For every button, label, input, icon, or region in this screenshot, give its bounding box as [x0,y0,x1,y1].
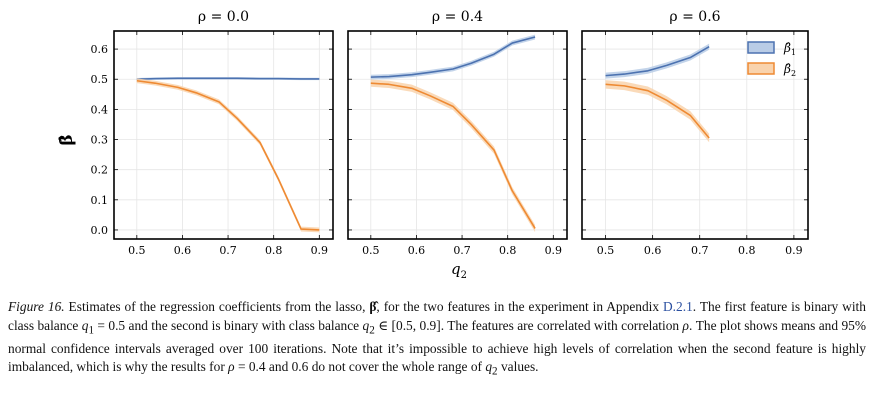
x-tick-label: 0.7 [453,244,471,257]
panel-title: ρ = 0.6 [669,9,720,25]
y-tick-label: 0.5 [91,73,109,86]
x-tick-label: 0.8 [265,244,283,257]
ci-band-beta2 [370,79,536,233]
y-tick-label: 0.6 [91,43,109,56]
ci-band-beta2 [605,80,710,143]
series-line-beta1 [605,45,710,77]
panel-title: ρ = 0.0 [198,9,249,25]
panel-title: ρ = 0.4 [432,9,483,25]
legend-label-beta1: β̂1 [783,41,796,57]
x-tick-label: 0.9 [311,244,329,257]
x-axis-label: q2 [451,260,467,281]
y-axis-label: β̂ [57,134,77,145]
panel-2: 0.5 0.6 0.7 0.8 0.9 ρ = 0.4 [347,9,568,257]
y-tick-label: 0.1 [91,194,109,207]
y-tick-label: 0.3 [91,134,109,147]
legend-swatch-beta2 [747,62,775,75]
y-tick-label: 0.0 [91,224,109,237]
y-tick-label: 0.2 [91,164,109,177]
panel-3: 0.5 0.6 0.7 0.8 0.9 ρ = 0.6 [581,9,809,257]
x-tick-label: 0.5 [128,244,146,257]
x-tick-label: 0.7 [691,244,709,257]
x-tick-label: 0.7 [219,244,237,257]
x-tick-label: 0.9 [545,244,563,257]
series-line-beta2 [136,79,320,231]
x-tick-label: 0.5 [597,244,615,257]
series-line-beta1 [370,36,536,78]
figure-caption: Figure 16. Estimates of the regression c… [8,299,867,379]
y-tick-label: 0.4 [91,103,109,116]
x-tick-label: 0.9 [785,244,803,257]
series-line-beta1 [136,77,320,81]
panel-frame [113,30,334,240]
panel-frame [347,30,568,240]
x-tick-label: 0.8 [499,244,517,257]
x-tick-label: 0.6 [174,244,192,257]
x-tick-label: 0.6 [644,244,662,257]
legend-label-beta2: β̂2 [783,62,796,78]
series-line-beta2 [370,82,536,229]
legend: β̂1 β̂2 [747,41,796,78]
appendix-link[interactable]: D.2.1 [663,299,693,314]
x-tick-label: 0.8 [738,244,756,257]
x-tick-label: 0.5 [362,244,380,257]
figure: 0.5 0.6 0.7 0.8 0.9 0.0 0.1 0.2 0.3 0.4 0.5 0.6 ρ = … [57,9,809,281]
panel-frame [581,30,809,240]
series-line-beta2 [605,83,710,139]
ci-band-beta1 [370,34,536,80]
panel-1: 0.5 0.6 0.7 0.8 0.9 0.0 0.1 0.2 0.3 0.4 0.5 0.6 ρ = … [91,9,334,257]
x-tick-label: 0.6 [408,244,426,257]
legend-swatch-beta1 [747,41,775,54]
caption-label: Figure 16. [8,299,65,314]
